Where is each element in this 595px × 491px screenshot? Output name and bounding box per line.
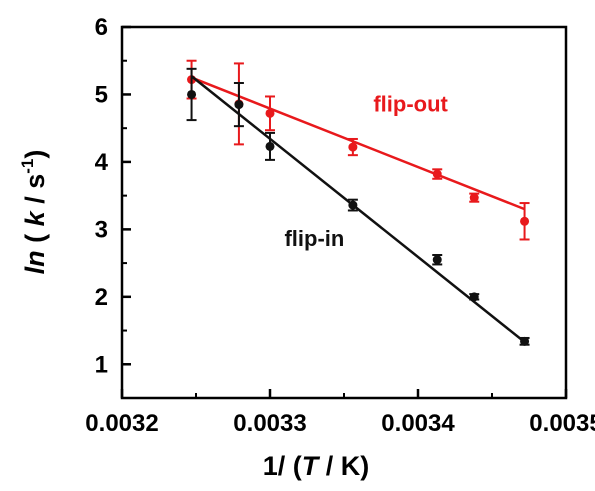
flip-in-point (469, 292, 479, 302)
y-tick-label: 2 (95, 284, 108, 311)
flip-out-point (520, 216, 530, 226)
y-tick-label: 1 (95, 351, 108, 378)
x-tick-label: 0.0034 (381, 410, 455, 437)
flip-out-point (348, 142, 358, 152)
flip-in-point (432, 255, 442, 265)
y-tick-label: 6 (95, 14, 108, 41)
flip-out-label: flip-out (373, 91, 448, 116)
flip-out-point (265, 108, 275, 118)
x-tick-label: 0.0032 (85, 410, 158, 437)
y-tick-label: 3 (95, 216, 108, 243)
x-tick-label: 0.0033 (233, 410, 306, 437)
flip-in-fit-line (190, 75, 526, 343)
x-tick-label: 0.0035 (529, 410, 595, 437)
flip-in-point (234, 100, 244, 110)
flip-in-label: flip-in (284, 226, 344, 251)
flip-in-point (187, 89, 197, 99)
flip-out-fit-line (191, 76, 526, 211)
flip-in-point (265, 141, 275, 151)
x-axis-title: 1/ (T / K) (263, 451, 370, 481)
y-tick-label: 4 (95, 149, 109, 176)
flip-in-point (520, 336, 530, 346)
flip-in-point (348, 200, 358, 210)
flip-out-point (432, 169, 442, 179)
y-axis-title: ln ( k / s-1) (18, 150, 50, 275)
flip-out-point (469, 193, 479, 203)
y-tick-label: 5 (95, 81, 108, 108)
